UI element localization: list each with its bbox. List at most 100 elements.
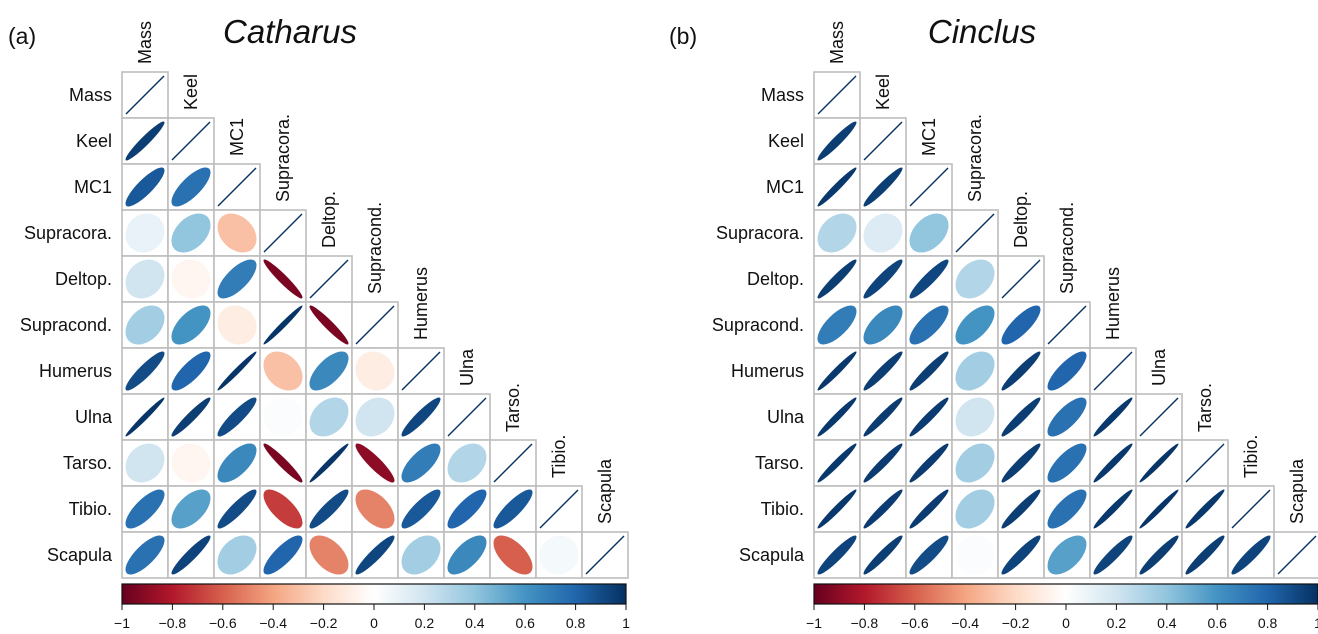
correlation-ellipse xyxy=(863,259,903,299)
correlation-ellipse xyxy=(817,213,857,253)
column-label: Supracora. xyxy=(965,114,985,202)
colorbar-tick-label: −0.6 xyxy=(209,615,237,631)
panel-b: (b) Cinclus Mass Mass Keel Keel MC1 MC1 Suprac… xyxy=(669,13,1318,631)
diagonal-line xyxy=(863,121,903,161)
correlation-ellipse xyxy=(1093,489,1133,529)
correlation-ellipse xyxy=(1001,489,1041,529)
correlation-ellipse xyxy=(863,443,903,483)
correlation-ellipse xyxy=(909,489,949,529)
correlation-ellipse xyxy=(263,535,303,575)
correlation-ellipse xyxy=(863,213,903,253)
correlation-ellipse xyxy=(217,535,257,575)
correlation-ellipse xyxy=(817,489,857,529)
colorbar-tick-label: 0.2 xyxy=(1107,615,1127,631)
correlation-ellipse xyxy=(217,351,257,391)
row-label: Scapula xyxy=(47,545,113,565)
diagonal-line xyxy=(1139,397,1179,437)
correlation-ellipse xyxy=(1093,443,1133,483)
correlation-ellipse xyxy=(125,351,165,391)
correlation-ellipse xyxy=(125,489,165,529)
correlation-ellipse xyxy=(401,535,441,575)
correlation-ellipse xyxy=(817,167,857,207)
correlation-ellipse xyxy=(125,259,165,299)
colorbar-tick-label: −1 xyxy=(114,615,130,631)
correlation-ellipse xyxy=(493,489,533,529)
colorbar-tick-label: −0.2 xyxy=(1002,615,1030,631)
correlation-ellipse xyxy=(1001,535,1041,575)
correlation-ellipse xyxy=(909,397,949,437)
correlation-ellipse xyxy=(817,259,857,299)
correlation-ellipse xyxy=(355,443,395,483)
colorbar-tick-label: 0.8 xyxy=(566,615,586,631)
panel-a: (a) Catharus Mass Mass Keel Keel MC1 MC1 Supra… xyxy=(8,13,630,631)
correlation-ellipse xyxy=(309,351,349,391)
correlation-ellipse xyxy=(863,397,903,437)
correlation-ellipse xyxy=(955,489,995,529)
colorbar-tick-label: 0.4 xyxy=(1157,615,1177,631)
correlation-ellipse xyxy=(955,351,995,391)
column-label: Tarso. xyxy=(503,383,523,432)
correlation-ellipse xyxy=(863,351,903,391)
correlation-ellipse xyxy=(817,351,857,391)
correlation-ellipse xyxy=(1047,443,1087,483)
correlation-ellipse xyxy=(909,305,949,345)
row-label: Humerus xyxy=(731,361,804,381)
correlation-matrix: Mass Mass Keel Keel MC1 MC1 Supracora. Supracor… xyxy=(20,21,629,579)
panel-label: (a) xyxy=(8,23,36,49)
row-label: Humerus xyxy=(39,361,112,381)
correlation-ellipse xyxy=(263,397,303,437)
correlation-ellipse xyxy=(309,305,349,345)
correlation-ellipse xyxy=(1139,489,1179,529)
correlation-ellipse xyxy=(171,443,211,483)
correlation-ellipse xyxy=(1001,443,1041,483)
correlation-ellipse xyxy=(355,397,395,437)
row-label: Ulna xyxy=(767,407,805,427)
column-label: Deltop. xyxy=(1011,191,1031,248)
colorbar-tick-label: 0.2 xyxy=(415,615,435,631)
correlation-ellipse xyxy=(263,489,303,529)
colorbar-tick-label: −0.4 xyxy=(951,615,979,631)
column-label: Humerus xyxy=(411,267,431,340)
correlation-ellipse xyxy=(863,535,903,575)
correlation-ellipse xyxy=(955,259,995,299)
correlation-ellipse xyxy=(171,397,211,437)
panel-title: Catharus xyxy=(223,13,357,50)
column-label: Scapula xyxy=(1287,458,1307,524)
colorbar-tick-label: −0.2 xyxy=(310,615,338,631)
row-label: Tarso. xyxy=(755,453,804,473)
diagonal-line xyxy=(401,351,441,391)
colorbar-tick-label: 0 xyxy=(1062,615,1070,631)
correlation-ellipse xyxy=(125,535,165,575)
diagonal-line xyxy=(817,75,857,115)
correlation-ellipse xyxy=(909,351,949,391)
colorbar-tick-label: 0 xyxy=(370,615,378,631)
correlation-ellipse xyxy=(401,443,441,483)
column-label: Supracora. xyxy=(273,114,293,202)
diagonal-line xyxy=(909,167,949,207)
correlation-ellipse xyxy=(817,121,857,161)
row-label: Ulna xyxy=(75,407,113,427)
correlation-ellipse xyxy=(401,489,441,529)
correlation-matrix: Mass Mass Keel Keel MC1 MC1 Supracora. Supracor… xyxy=(712,21,1318,579)
correlation-ellipse xyxy=(817,305,857,345)
row-label: Tibio. xyxy=(761,499,804,519)
column-label: Humerus xyxy=(1103,267,1123,340)
row-label: Deltop. xyxy=(747,269,804,289)
colorbar-ticks: −1 −0.8 −0.6 −0.4 −0.2 0 0.2 0.4 0.6 0.8 1 xyxy=(806,604,1318,631)
correlation-ellipse xyxy=(217,443,257,483)
column-label: Supracond. xyxy=(1057,202,1077,294)
diagonal-line xyxy=(493,443,533,483)
correlation-ellipse xyxy=(263,305,303,345)
panel-title: Cinclus xyxy=(928,13,1036,50)
correlation-ellipse xyxy=(447,443,487,483)
colorbar-tick-label: 0.4 xyxy=(465,615,485,631)
correlation-ellipse xyxy=(817,535,857,575)
colorbar xyxy=(813,583,1318,605)
colorbar-tick-label: −1 xyxy=(806,615,822,631)
diagonal-line xyxy=(1277,535,1317,575)
diagonal-line xyxy=(1047,305,1087,345)
correlation-ellipse xyxy=(125,167,165,207)
correlation-ellipse xyxy=(217,213,257,253)
correlation-ellipse xyxy=(171,259,211,299)
